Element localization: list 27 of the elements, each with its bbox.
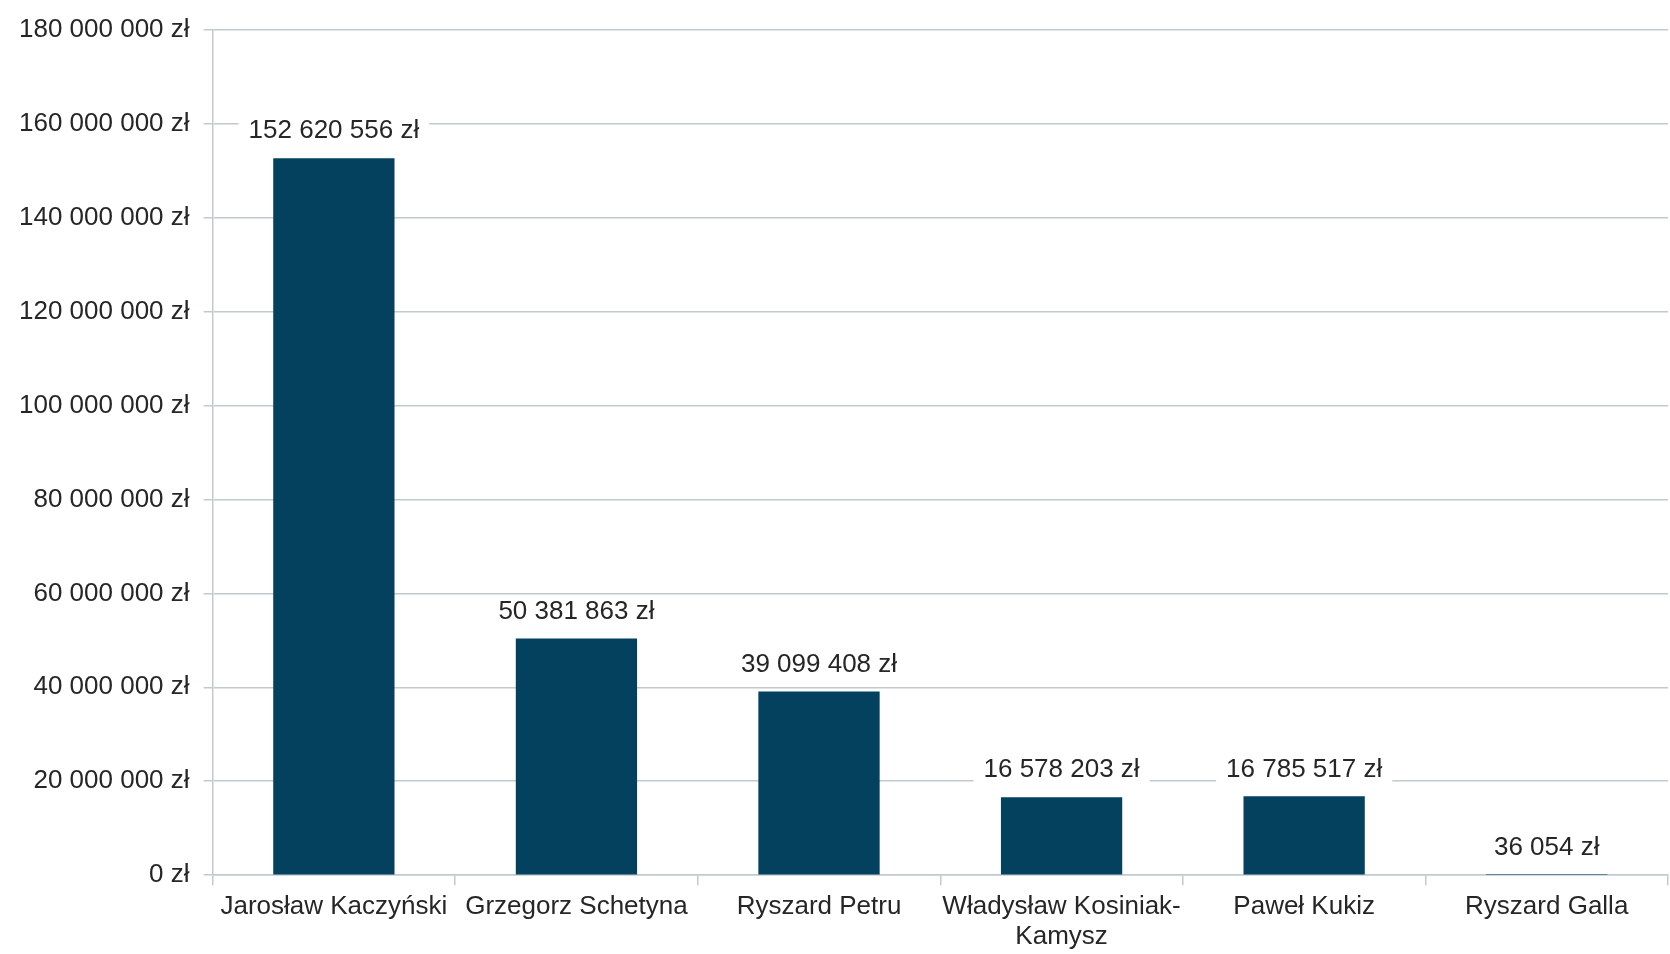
y-tick-label: 80 000 000 zł bbox=[33, 482, 190, 513]
y-tick-label: 180 000 000 zł bbox=[18, 12, 190, 43]
data-label: 39 099 408 zł bbox=[740, 647, 898, 678]
data-label: 152 620 556 zł bbox=[248, 114, 420, 145]
data-label: 16 578 203 zł bbox=[983, 753, 1140, 784]
y-tick-label: 100 000 000 zł bbox=[18, 388, 190, 419]
y-tick-label: 20 000 000 zł bbox=[33, 764, 190, 795]
x-tick-label: Ryszard Galla bbox=[1465, 890, 1629, 921]
y-tick-label: 40 000 000 zł bbox=[33, 670, 190, 701]
x-tick-label: Grzegorz Schetyna bbox=[465, 890, 689, 921]
data-label: 16 785 517 zł bbox=[1226, 752, 1383, 783]
y-tick-label: 160 000 000 zł bbox=[18, 106, 190, 137]
y-tick-label: 0 zł bbox=[149, 858, 190, 889]
x-tick-label: Jarosław Kaczyński bbox=[220, 890, 448, 921]
y-tick-label: 140 000 000 zł bbox=[18, 200, 190, 231]
bar bbox=[1243, 796, 1365, 875]
bar bbox=[273, 158, 395, 875]
y-tick-label: 120 000 000 zł bbox=[18, 294, 190, 325]
data-label: 36 054 zł bbox=[1493, 831, 1600, 862]
bar bbox=[758, 691, 880, 875]
bar bbox=[1000, 797, 1123, 875]
y-tick-label: 60 000 000 zł bbox=[33, 576, 190, 607]
x-tick-label: Władysław Kosiniak-Kamysz bbox=[942, 890, 1181, 951]
x-tick-label: Paweł Kukiz bbox=[1233, 890, 1375, 921]
data-label: 50 381 863 zł bbox=[498, 594, 655, 625]
bar bbox=[515, 638, 638, 875]
x-tick-label: Ryszard Petru bbox=[736, 890, 902, 921]
